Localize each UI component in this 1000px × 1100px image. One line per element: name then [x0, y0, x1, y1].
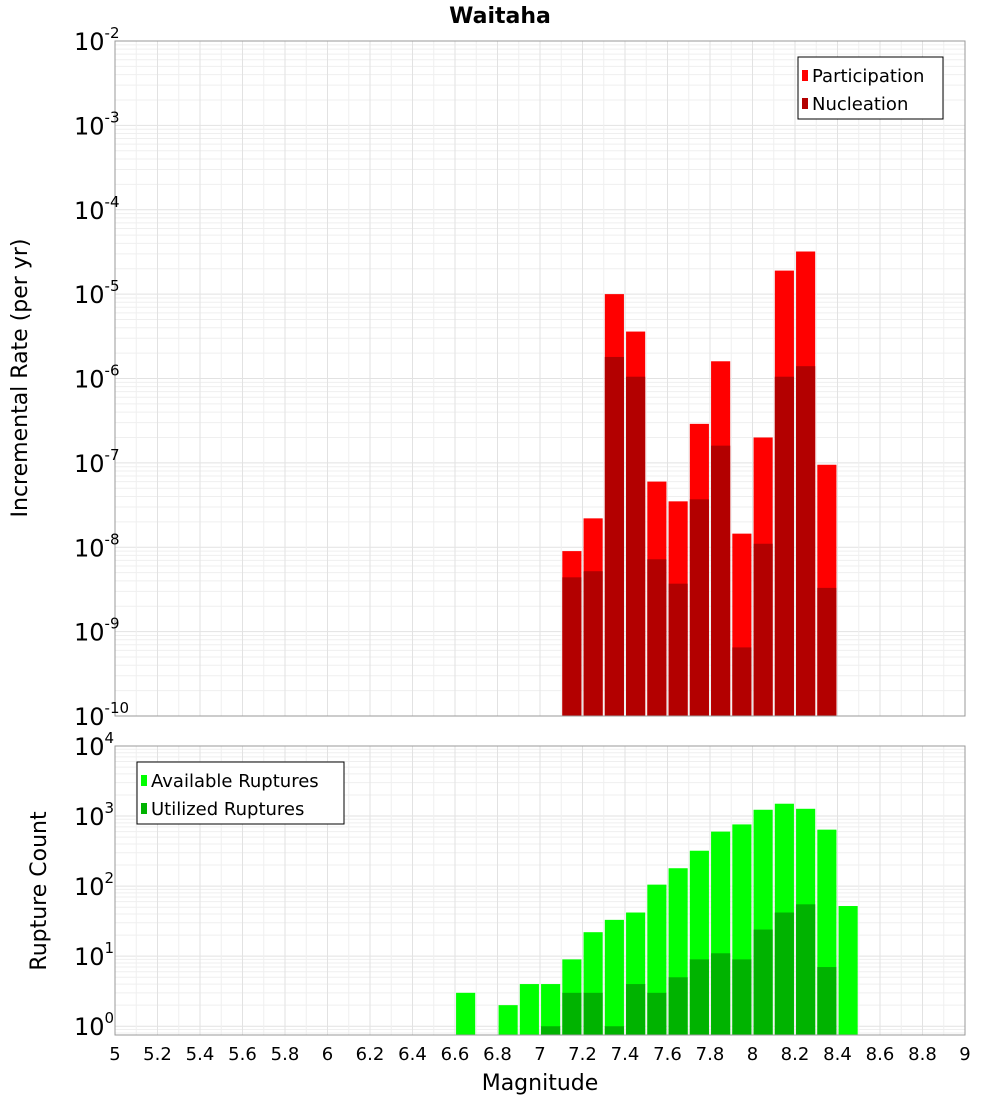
count-bar-utilized-ruptures	[583, 992, 603, 1035]
x-tick-label: 8.8	[908, 1044, 937, 1065]
count-bar-utilized-ruptures	[604, 1026, 624, 1035]
x-tick-label: 5.6	[228, 1044, 257, 1065]
count-legend-swatch	[141, 803, 147, 814]
rate-bar-nucleation	[689, 499, 709, 716]
rate-y-tick-label: 10-4	[74, 193, 120, 225]
rate-y-tick-label: 10-6	[74, 362, 120, 394]
count-bar-available-ruptures	[498, 1005, 518, 1035]
x-tick-label: 7.6	[653, 1044, 682, 1065]
x-tick-label: 7.8	[696, 1044, 725, 1065]
count-bar-utilized-ruptures	[732, 959, 752, 1035]
rate-bar-nucleation	[562, 577, 582, 716]
rate-y-tick-label: 10-3	[74, 108, 120, 140]
count-bar-utilized-ruptures	[796, 904, 816, 1035]
rate-y-tick-label: 10-9	[74, 615, 120, 647]
count-bar-utilized-ruptures	[774, 912, 794, 1035]
rate-legend-label: Nucleation	[812, 94, 908, 115]
x-axis-label: Magnitude	[482, 1071, 599, 1096]
chart-title: Waitaha	[449, 4, 551, 29]
rate-bar-nucleation	[604, 356, 624, 716]
x-tick-label: 6.8	[483, 1044, 512, 1065]
count-bar-utilized-ruptures	[626, 984, 646, 1035]
count-bar-available-ruptures	[838, 906, 858, 1035]
count-legend-label: Available Ruptures	[151, 771, 319, 792]
count-bar-utilized-ruptures	[647, 992, 667, 1035]
count-bar-available-ruptures	[519, 984, 539, 1035]
x-tick-label: 8.2	[781, 1044, 810, 1065]
count-legend-label: Utilized Ruptures	[151, 799, 304, 820]
top-y-axis-label: Incremental Rate (per yr)	[8, 239, 33, 518]
x-tick-label: 6.2	[356, 1044, 385, 1065]
count-bar-utilized-ruptures	[689, 959, 709, 1035]
count-y-tick-label: 103	[74, 799, 114, 831]
x-tick-label: 5.8	[271, 1044, 300, 1065]
x-tick-label: 6	[322, 1044, 333, 1065]
x-tick-label: 5.4	[186, 1044, 215, 1065]
count-bar-available-ruptures	[604, 919, 624, 1035]
x-tick-label: 7.2	[568, 1044, 597, 1065]
count-bar-utilized-ruptures	[817, 967, 837, 1035]
count-bar-utilized-ruptures	[753, 929, 773, 1035]
rate-y-tick-label: 10-10	[74, 699, 129, 731]
count-bar-utilized-ruptures	[668, 977, 688, 1035]
rate-legend-swatch	[802, 70, 808, 81]
rate-legend-box	[797, 56, 944, 120]
count-bar-utilized-ruptures	[562, 992, 582, 1035]
rupture-count-legend: Available Ruptures Utilized Ruptures	[136, 761, 345, 825]
rate-bar-nucleation	[668, 583, 688, 716]
count-legend-box	[136, 761, 345, 825]
rate-y-tick-label: 10-5	[74, 277, 120, 309]
count-bar-utilized-ruptures	[711, 953, 731, 1035]
x-tick-label: 7	[534, 1044, 545, 1065]
rate-bar-nucleation	[647, 559, 667, 716]
x-tick-label: 8	[747, 1044, 758, 1065]
rupture-count-plot: 104 103 102 101 100 5 5.2 5.4 5.6 5.8 6 6.2 6.4 6.6 6.…	[74, 729, 971, 1065]
count-y-tick-label: 104	[74, 729, 114, 761]
rate-bar-nucleation	[774, 376, 794, 716]
rate-plot: 10-2 10-3 10-4 10-5 10-6 10-7 10-8 10-9 10-10	[74, 24, 966, 731]
x-tick-label: 9	[959, 1044, 970, 1065]
rate-bar-nucleation	[732, 647, 752, 716]
count-bar-available-ruptures	[456, 992, 476, 1035]
count-y-tick-label: 102	[74, 869, 114, 901]
rate-legend-label: Participation	[812, 66, 924, 87]
x-tick-label: 8.4	[823, 1044, 852, 1065]
x-tick-label: 5.2	[143, 1044, 172, 1065]
rate-bar-nucleation	[753, 543, 773, 716]
rate-bar-nucleation	[583, 571, 603, 716]
rate-y-tick-label: 10-2	[74, 24, 120, 56]
count-y-tick-label: 101	[74, 939, 114, 971]
bottom-y-axis-label: Rupture Count	[27, 811, 52, 971]
rate-bar-nucleation	[711, 445, 731, 716]
rate-plot-border	[114, 40, 966, 717]
x-tick-label: 8.6	[866, 1044, 895, 1065]
rate-bar-nucleation	[796, 366, 816, 716]
count-bar-utilized-ruptures	[541, 1026, 561, 1035]
rate-bar-nucleation	[817, 587, 837, 716]
rate-legend-swatch	[802, 98, 808, 109]
count-plot-border	[114, 745, 966, 1036]
count-legend-swatch	[141, 775, 147, 786]
rate-legend: Participation Nucleation	[797, 56, 944, 120]
rate-y-tick-label: 10-7	[74, 446, 120, 478]
x-tick-label: 7.4	[611, 1044, 640, 1065]
count-y-tick-label: 100	[74, 1009, 114, 1041]
x-tick-label: 6.4	[398, 1044, 427, 1065]
x-tick-label: 6.6	[441, 1044, 470, 1065]
count-bar-available-ruptures	[541, 984, 561, 1035]
x-tick-label: 5	[109, 1044, 120, 1065]
rate-bar-nucleation	[626, 376, 646, 716]
rate-y-tick-label: 10-8	[74, 530, 120, 562]
